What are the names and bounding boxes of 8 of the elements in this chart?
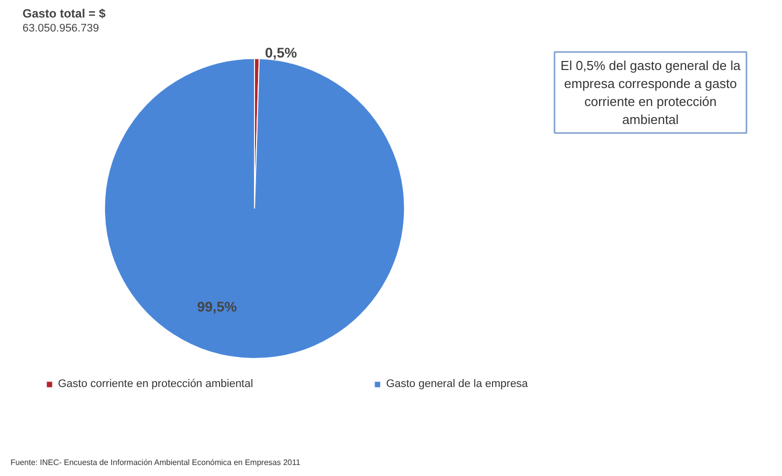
legend-label: Gasto corriente en protección ambiental <box>58 378 254 390</box>
text: El 0,5% del gasto general de la empresa corresponde a gasto corriente en protección ambiental <box>560 58 742 127</box>
chart-title: Gasto total = $ <box>22 6 106 20</box>
source-note: Fuente: INEC- Encuesta de Información Ambiental Económica en Empresas 2011 <box>10 458 301 467</box>
data-label: 99,5% <box>197 298 238 315</box>
data-label: 0,5% <box>265 44 298 61</box>
chart-subtitle: 63.050.956.739 <box>22 22 99 34</box>
legend-label: Gasto general de la empresa <box>386 378 528 390</box>
